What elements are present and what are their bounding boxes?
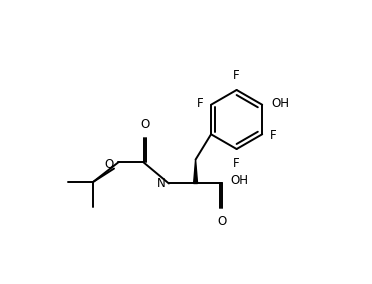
Text: OH: OH [271, 97, 289, 110]
Text: N: N [157, 177, 166, 190]
Text: F: F [196, 97, 203, 110]
Text: O: O [218, 215, 227, 228]
Text: O: O [105, 158, 114, 171]
Polygon shape [193, 160, 198, 183]
Text: F: F [233, 157, 240, 170]
Text: F: F [233, 69, 240, 82]
Text: OH: OH [230, 174, 248, 187]
Text: O: O [140, 118, 150, 131]
Text: F: F [270, 129, 277, 142]
